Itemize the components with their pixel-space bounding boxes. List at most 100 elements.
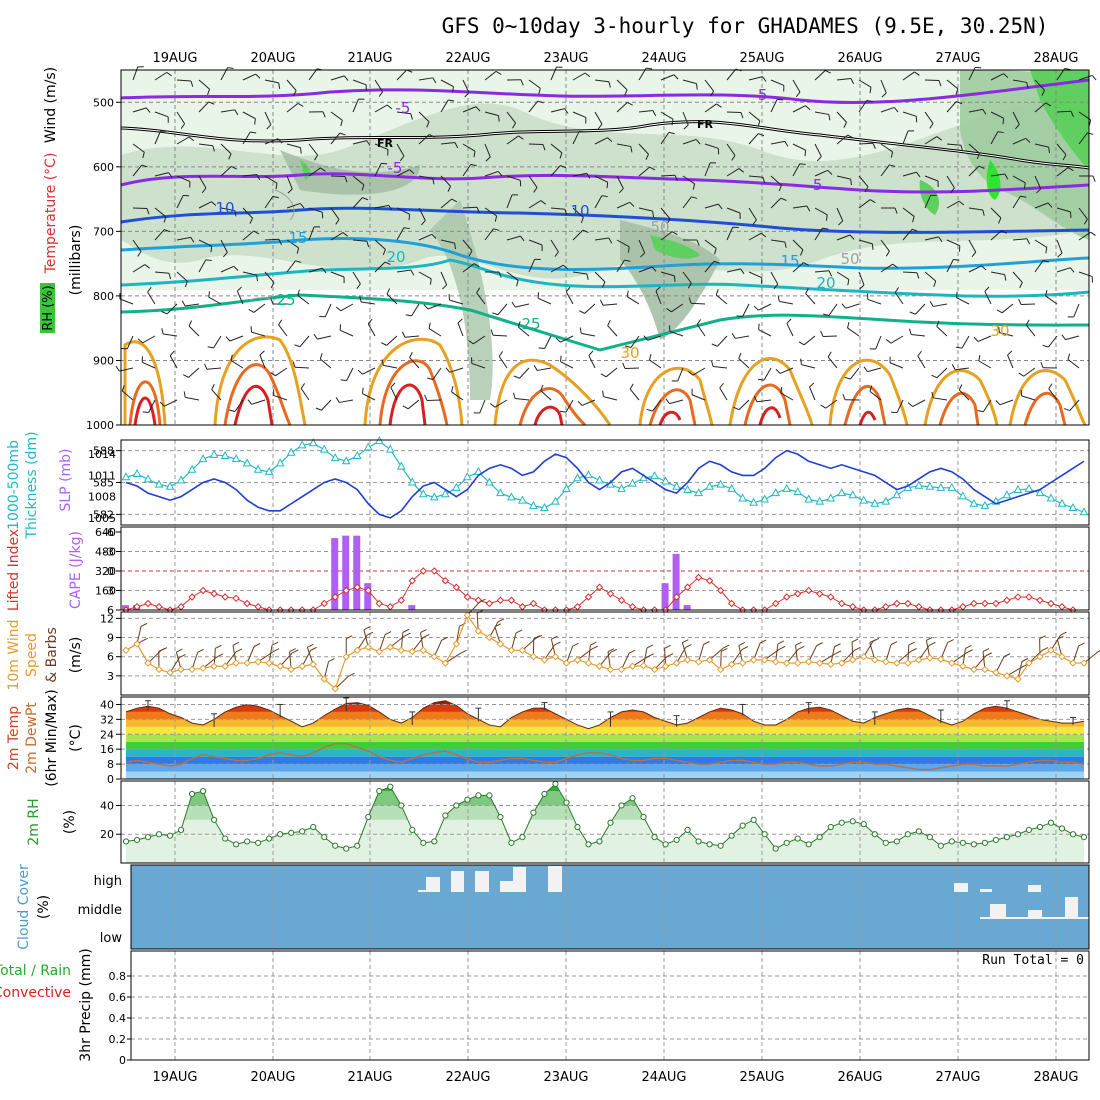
wind-barb: [902, 228, 913, 241]
rh-point: [442, 812, 449, 819]
wind-barb: [286, 102, 299, 113]
wind-barb-10m-flag: [494, 623, 502, 628]
wind-barb: [770, 175, 782, 186]
wind-barb-flag: [511, 301, 516, 308]
wind-barb: [154, 130, 161, 145]
tick-label-inside: 1014: [88, 448, 116, 461]
panel-border: [120, 780, 1090, 864]
wind-speed-point: [397, 646, 405, 655]
wind-barb: [726, 207, 741, 214]
wind-barb-flag: [624, 89, 628, 96]
wind-barb: [550, 108, 565, 113]
wind-barb: [770, 239, 785, 243]
wind-barb: [449, 367, 464, 373]
wind-barb: [352, 98, 359, 113]
wind-speed-point: [1058, 652, 1066, 661]
cloud-level-label: middle: [78, 903, 122, 918]
wind-speed-point: [617, 665, 626, 674]
wind-barb-10m-flag: [965, 644, 972, 649]
wind-barb-10m: [940, 642, 949, 660]
wind-barb-flag: [624, 259, 631, 262]
thickness-point: [694, 488, 703, 497]
panel-border: [120, 611, 1090, 696]
wind-barb: [779, 300, 794, 305]
wind-barb-flag: [137, 338, 144, 344]
thickness-point: [793, 487, 803, 496]
wind-barb-flag: [953, 259, 960, 261]
wind-barb: [660, 74, 675, 81]
chart-title: GFS 0~10day 3-hourly for GHADAMES (9.5E,…: [442, 14, 1049, 38]
wind-speed-point: [155, 665, 163, 674]
wind-barb-10m-flag: [816, 642, 823, 647]
wind-barb-flag: [977, 410, 984, 413]
thickness-point: [330, 453, 340, 462]
wind-barb: [594, 271, 606, 283]
date-label-top: 23AUG: [543, 51, 588, 66]
wind-barb: [352, 271, 361, 285]
rh-point: [882, 839, 889, 846]
thickness-point: [220, 450, 230, 459]
wind-barb-flag: [1067, 167, 1074, 172]
wind-barb-flag: [673, 275, 676, 282]
wind-barb: [275, 367, 288, 377]
lifted-index-point: [827, 593, 835, 601]
wind-barb: [902, 207, 915, 217]
contour-label: 30: [990, 322, 1009, 340]
wind-barb: [308, 226, 315, 241]
thickness-point: [914, 480, 924, 489]
wind-barb: [660, 111, 674, 120]
wind-barb: [803, 335, 816, 346]
wind-barb: [1034, 79, 1045, 91]
wind-barb: [894, 292, 904, 305]
wind-barb-flag: [665, 398, 670, 404]
pressure-ticks: 500 600 700 800 900 1000: [86, 96, 121, 432]
wind-barb: [132, 143, 145, 153]
wind-speed-point: [232, 659, 240, 667]
wind-barb: [946, 200, 960, 209]
wind-barb: [902, 271, 918, 274]
wind-speed-point: [254, 658, 262, 666]
rh-point: [706, 841, 713, 848]
wind-barb: [770, 79, 785, 86]
wind-barb: [220, 109, 235, 113]
wind-speed-point: [287, 665, 295, 674]
cape-panel: -6 -3 0 3 6 640 480 320 160: [95, 526, 1090, 617]
wind-barb-flag: [322, 111, 326, 118]
wind-barb-flag: [981, 265, 987, 271]
panel-border: [130, 864, 1090, 950]
wind-barb-10m: [246, 646, 255, 664]
thickness-point: [1024, 483, 1034, 492]
wind-barb-flag: [869, 385, 873, 392]
temp-line: [125, 700, 1085, 730]
wind-barb: [352, 140, 367, 145]
wind-barb-10m-flag: [947, 639, 954, 644]
panel-bg: [121, 527, 1089, 610]
wind-barb-flag: [762, 76, 767, 82]
wind-barb-flag: [916, 171, 921, 178]
wind-barb-10m-flag: [1041, 647, 1049, 652]
wind-barb-flag: [335, 397, 340, 403]
wind-barb-flag: [409, 352, 413, 358]
wind-barb: [638, 239, 646, 253]
wind-barb: [528, 239, 543, 246]
wind-barb-flag: [579, 310, 585, 314]
wind-barb-flag: [357, 369, 363, 375]
wind-speed-point: [133, 640, 141, 648]
wind-barb: [242, 131, 251, 145]
tick-label-left: 8: [107, 758, 114, 771]
wind-barb: [242, 207, 253, 219]
wind-barb-flag: [916, 272, 920, 279]
wind-barb-flag: [894, 207, 898, 214]
lifted-index-point: [210, 590, 218, 598]
contour-label: -5: [808, 176, 823, 194]
rh-point: [640, 813, 647, 821]
thickness-point: [440, 489, 450, 498]
wind-barb-flag: [476, 287, 481, 294]
wind-barb-flag: [643, 335, 649, 341]
lower-panels: 5885855821014101110081005-6-303664048032…: [78, 436, 1100, 1067]
wind-barb-flag: [429, 134, 435, 138]
thickness-point: [209, 449, 219, 458]
rh-point: [717, 842, 724, 849]
wind-barb: [956, 297, 970, 305]
wind-barb-10m-flag: [533, 635, 540, 640]
